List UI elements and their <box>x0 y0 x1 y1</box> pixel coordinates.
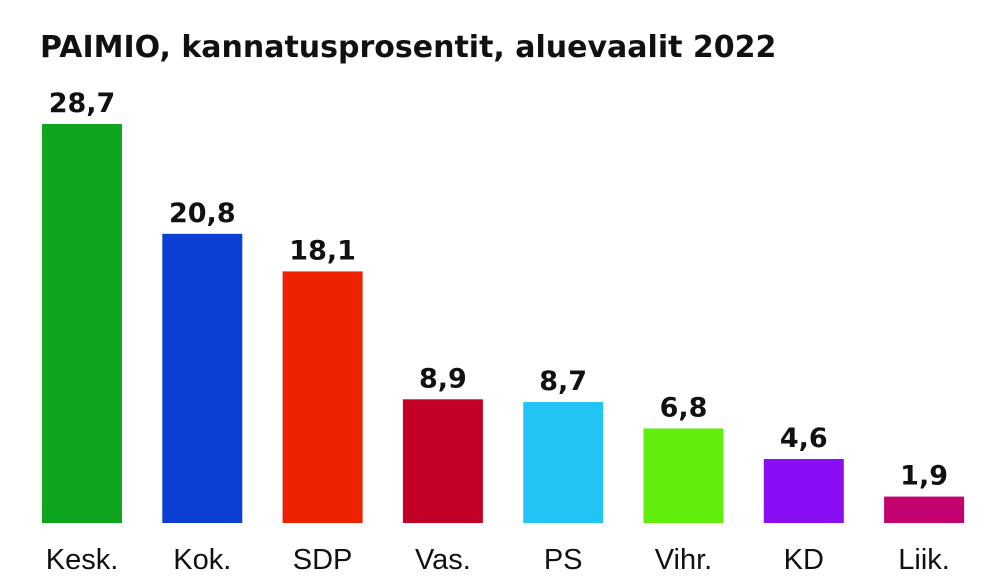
value-label: 1,9 <box>900 461 948 492</box>
bar-ps <box>523 402 604 523</box>
category-label: Kesk. <box>46 544 119 576</box>
bar-liik <box>884 496 965 523</box>
value-label: 6,8 <box>660 393 708 424</box>
category-labels-group: Kesk. Kok. SDP Vas. PS Vihr. KD Liik. <box>46 544 950 576</box>
bar-kesk <box>42 124 122 523</box>
category-label: Vas. <box>415 544 471 576</box>
bar-sdp <box>282 271 363 523</box>
value-label: 20,8 <box>169 198 236 229</box>
category-label: Liik. <box>898 544 950 576</box>
value-label: 18,1 <box>289 235 356 266</box>
category-label: Vihr. <box>655 544 713 576</box>
value-label: 8,7 <box>539 366 587 397</box>
category-label: KD <box>784 544 824 576</box>
value-label: 28,7 <box>49 88 116 119</box>
category-label: Kok. <box>173 544 231 576</box>
value-labels-group: 28,7 20,8 18,1 8,9 8,7 6,8 4,6 1,9 <box>49 88 948 492</box>
chart-title: PAIMIO, kannatusprosentit, aluevaalit 20… <box>40 30 776 65</box>
category-label: SDP <box>293 544 353 576</box>
bar-kd <box>763 459 844 523</box>
value-label: 8,9 <box>419 363 467 394</box>
bar-vihr <box>643 428 724 523</box>
bar-vas <box>402 399 483 523</box>
bar-kok <box>162 233 243 524</box>
value-label: 4,6 <box>780 423 828 454</box>
category-label: PS <box>544 544 583 576</box>
bars-group <box>42 124 965 524</box>
